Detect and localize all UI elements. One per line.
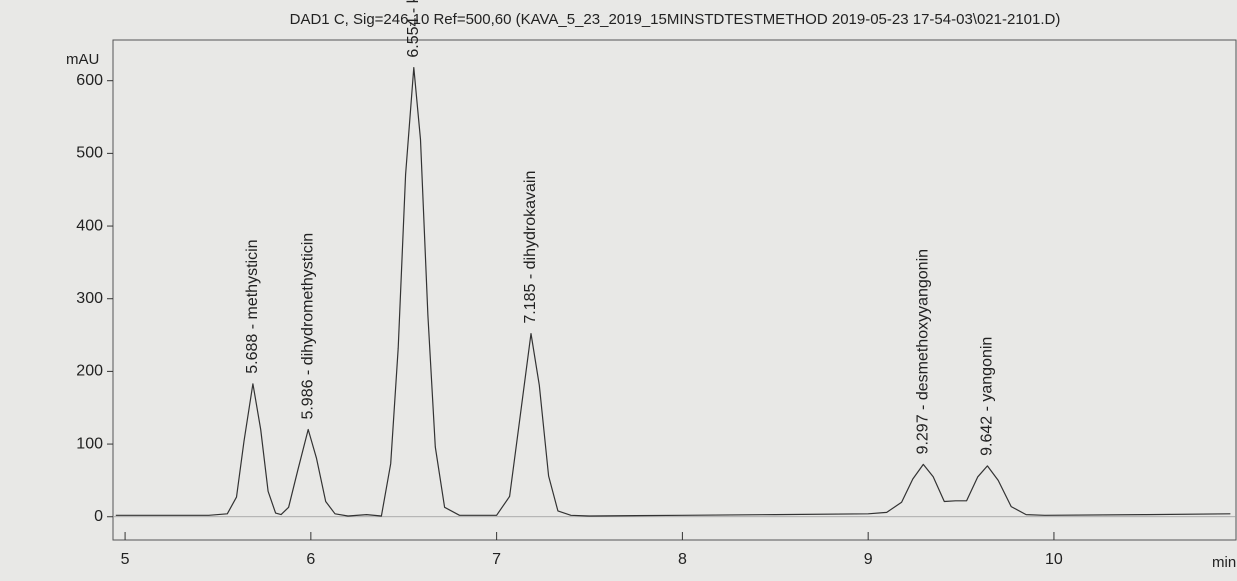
- x-tick-label: 9: [864, 551, 873, 568]
- y-tick-label: 600: [76, 72, 103, 89]
- y-axis-label: mAU: [66, 51, 99, 68]
- chart-title: DAD1 C, Sig=246,10 Ref=500,60 (KAVA_5_23…: [290, 11, 1061, 28]
- x-tick-label: 7: [492, 551, 501, 568]
- x-tick-label: 8: [678, 551, 687, 568]
- peak-label: 9.297 - desmethoxyyangonin: [915, 249, 932, 454]
- y-tick-label: 100: [76, 435, 103, 452]
- x-tick-label: 6: [306, 551, 315, 568]
- peak-label: 6.554 - kavain: [405, 0, 422, 58]
- plot-frame: [112, 39, 1237, 541]
- y-tick-label: 0: [94, 508, 103, 525]
- peak-label: 5.986 - dihydromethysticin: [299, 233, 316, 420]
- x-tick-label: 5: [121, 551, 130, 568]
- x-axis-label: min: [1212, 554, 1236, 571]
- peak-label: 5.688 - methysticin: [244, 239, 261, 373]
- y-tick-label: 500: [76, 145, 103, 162]
- signal-trace: [115, 67, 1231, 517]
- y-tick-label: 300: [76, 290, 103, 307]
- x-tick-label: 10: [1045, 551, 1063, 568]
- y-tick-label: 200: [76, 363, 103, 380]
- peak-label: 9.642 - yangonin: [979, 337, 996, 456]
- y-tick-label: 400: [76, 217, 103, 234]
- peak-label: 7.185 - dihydrokavain: [522, 171, 539, 324]
